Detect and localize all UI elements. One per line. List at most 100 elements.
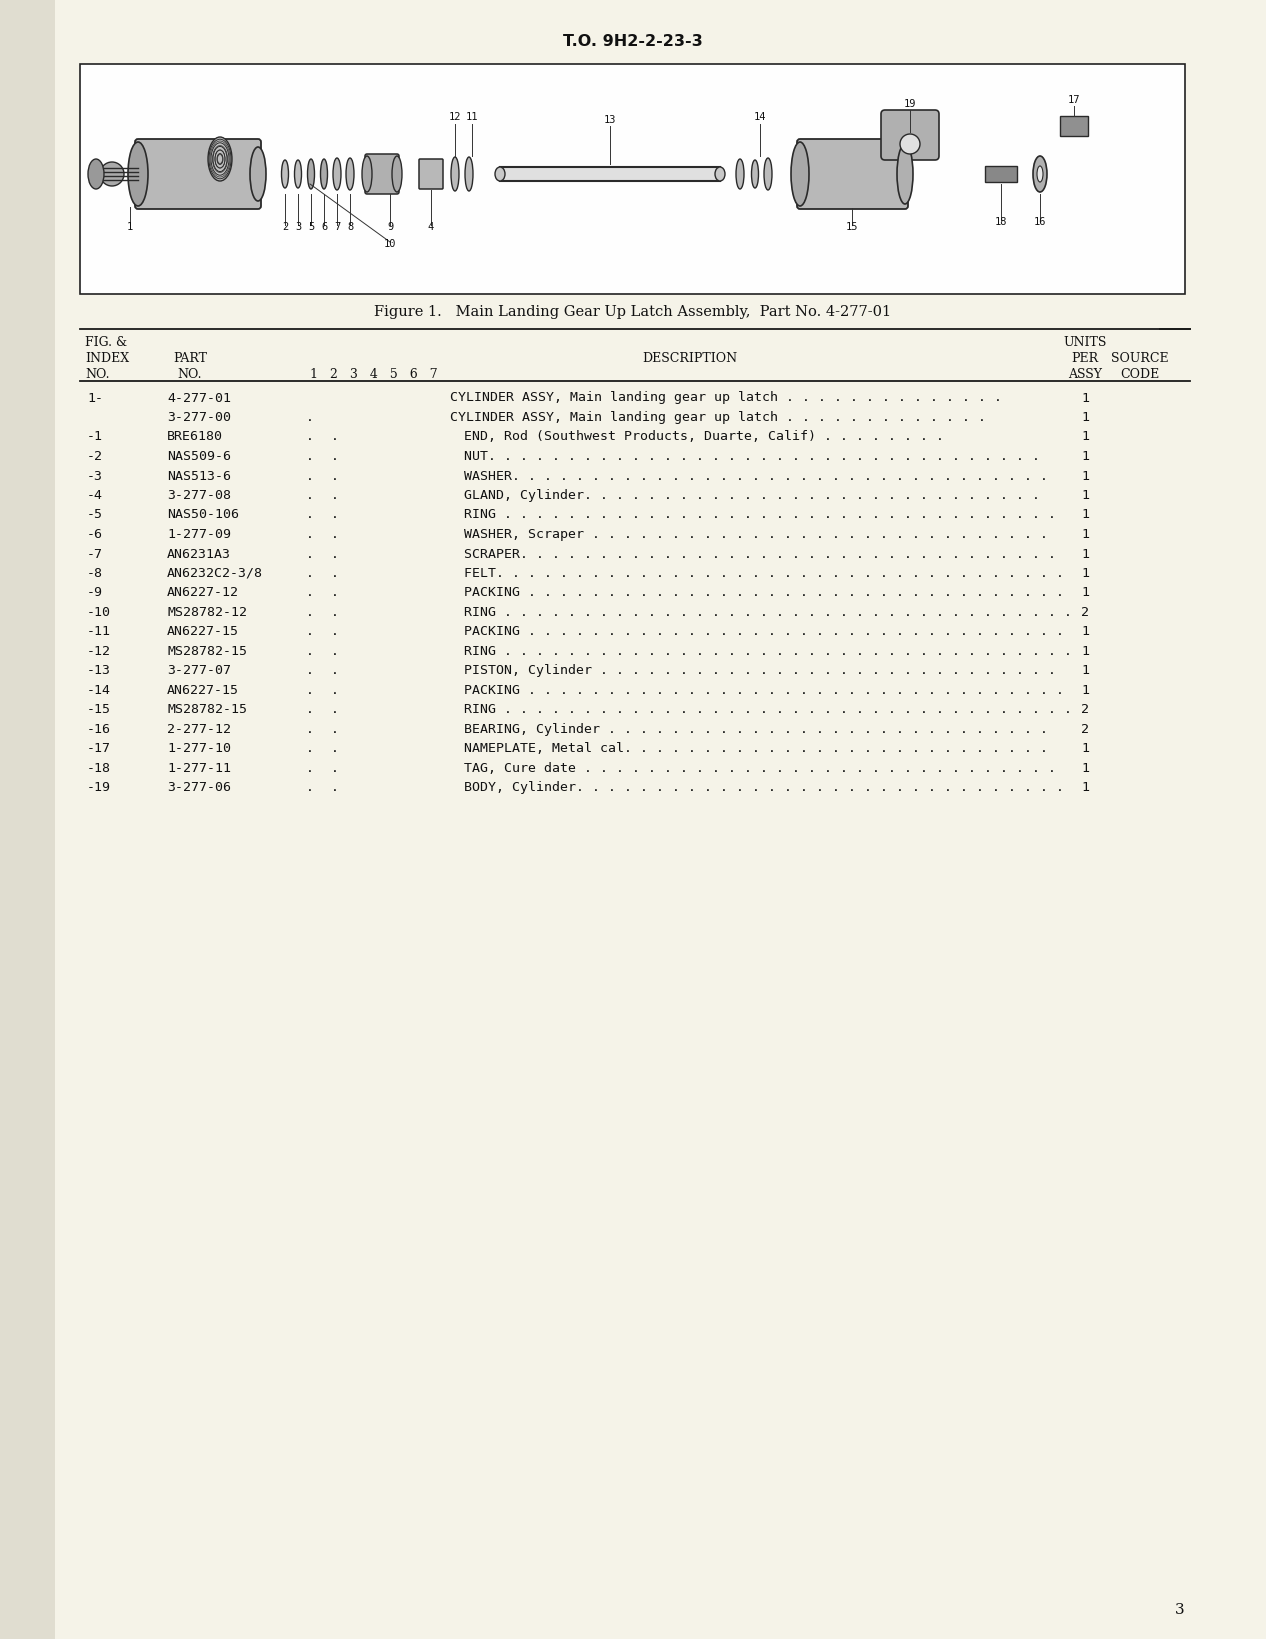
Text: 6: 6 bbox=[320, 221, 327, 231]
Text: 10: 10 bbox=[384, 239, 396, 249]
Text: 3-277-00: 3-277-00 bbox=[167, 411, 230, 425]
Text: TAG, Cure date . . . . . . . . . . . . . . . . . . . . . . . . . . . . . .: TAG, Cure date . . . . . . . . . . . . .… bbox=[465, 762, 1056, 775]
Text: .: . bbox=[330, 469, 339, 482]
Text: .: . bbox=[306, 469, 314, 482]
FancyBboxPatch shape bbox=[419, 161, 443, 190]
Ellipse shape bbox=[128, 143, 148, 207]
Ellipse shape bbox=[495, 167, 505, 182]
Text: 8: 8 bbox=[347, 221, 353, 231]
Text: -13: -13 bbox=[87, 664, 111, 677]
Text: BEARING, Cylinder . . . . . . . . . . . . . . . . . . . . . . . . . . . .: BEARING, Cylinder . . . . . . . . . . . … bbox=[465, 723, 1048, 736]
Text: PACKING . . . . . . . . . . . . . . . . . . . . . . . . . . . . . . . . . .: PACKING . . . . . . . . . . . . . . . . … bbox=[465, 624, 1063, 638]
Text: .: . bbox=[306, 606, 314, 618]
Text: AN6231A3: AN6231A3 bbox=[167, 547, 230, 561]
Text: AN6227-15: AN6227-15 bbox=[167, 624, 239, 638]
Text: RING . . . . . . . . . . . . . . . . . . . . . . . . . . . . . . . . . . . .: RING . . . . . . . . . . . . . . . . . .… bbox=[465, 703, 1072, 716]
Text: 1: 1 bbox=[1081, 762, 1089, 775]
Text: INDEX: INDEX bbox=[85, 351, 129, 364]
Text: RING . . . . . . . . . . . . . . . . . . . . . . . . . . . . . . . . . . . .: RING . . . . . . . . . . . . . . . . . .… bbox=[465, 644, 1072, 657]
Text: 1-277-10: 1-277-10 bbox=[167, 742, 230, 756]
Text: NUT. . . . . . . . . . . . . . . . . . . . . . . . . . . . . . . . . . .: NUT. . . . . . . . . . . . . . . . . . .… bbox=[465, 449, 1039, 462]
Text: WASHER. . . . . . . . . . . . . . . . . . . . . . . . . . . . . . . . . .: WASHER. . . . . . . . . . . . . . . . . … bbox=[465, 469, 1048, 482]
Text: .: . bbox=[330, 703, 339, 716]
Text: -15: -15 bbox=[87, 703, 111, 716]
Text: .: . bbox=[330, 508, 339, 521]
Text: -8: -8 bbox=[87, 567, 103, 580]
Text: -4: -4 bbox=[87, 488, 103, 502]
Text: .: . bbox=[306, 449, 314, 462]
Text: .: . bbox=[306, 587, 314, 600]
Text: NO.: NO. bbox=[85, 367, 109, 380]
Ellipse shape bbox=[100, 162, 124, 187]
Text: -17: -17 bbox=[87, 742, 111, 756]
Ellipse shape bbox=[346, 159, 354, 190]
Text: 1: 1 bbox=[1081, 449, 1089, 462]
Text: .: . bbox=[330, 547, 339, 561]
Text: 3-277-08: 3-277-08 bbox=[167, 488, 230, 502]
Text: .: . bbox=[330, 683, 339, 697]
Text: 1: 1 bbox=[1081, 644, 1089, 657]
Text: NAMEPLATE, Metal cal. . . . . . . . . . . . . . . . . . . . . . . . . . .: NAMEPLATE, Metal cal. . . . . . . . . . … bbox=[465, 742, 1048, 756]
Bar bbox=[80, 66, 1185, 295]
Text: .: . bbox=[306, 742, 314, 756]
Text: 1: 1 bbox=[1081, 528, 1089, 541]
Text: -6: -6 bbox=[87, 528, 103, 541]
Text: .: . bbox=[330, 429, 339, 443]
FancyBboxPatch shape bbox=[365, 156, 399, 195]
Text: 15: 15 bbox=[846, 221, 858, 231]
Ellipse shape bbox=[320, 161, 328, 190]
Ellipse shape bbox=[898, 144, 913, 205]
Text: PISTON, Cylinder . . . . . . . . . . . . . . . . . . . . . . . . . . . . .: PISTON, Cylinder . . . . . . . . . . . .… bbox=[465, 664, 1056, 677]
Text: -7: -7 bbox=[87, 547, 103, 561]
Ellipse shape bbox=[791, 143, 809, 207]
Text: -3: -3 bbox=[87, 469, 103, 482]
Text: CYLINDER ASSY, Main landing gear up latch . . . . . . . . . . . . .: CYLINDER ASSY, Main landing gear up latc… bbox=[449, 411, 986, 425]
Text: 1: 1 bbox=[127, 221, 133, 231]
Text: 11: 11 bbox=[466, 111, 479, 121]
Text: 1-277-09: 1-277-09 bbox=[167, 528, 230, 541]
Text: 3-277-06: 3-277-06 bbox=[167, 782, 230, 793]
Text: RING . . . . . . . . . . . . . . . . . . . . . . . . . . . . . . . . . . .: RING . . . . . . . . . . . . . . . . . .… bbox=[465, 508, 1056, 521]
Text: 12: 12 bbox=[448, 111, 461, 121]
Text: BODY, Cylinder. . . . . . . . . . . . . . . . . . . . . . . . . . . . . . .: BODY, Cylinder. . . . . . . . . . . . . … bbox=[465, 782, 1063, 793]
Text: MS28782-15: MS28782-15 bbox=[167, 644, 247, 657]
Text: 1   2   3   4   5   6   7: 1 2 3 4 5 6 7 bbox=[310, 367, 438, 380]
Text: SCRAPER. . . . . . . . . . . . . . . . . . . . . . . . . . . . . . . . . .: SCRAPER. . . . . . . . . . . . . . . . .… bbox=[465, 547, 1056, 561]
Text: 1: 1 bbox=[1081, 782, 1089, 793]
Text: 1: 1 bbox=[1081, 429, 1089, 443]
Bar bbox=[0, 0, 54, 1639]
Text: 1: 1 bbox=[1081, 392, 1089, 405]
Text: 1: 1 bbox=[1081, 508, 1089, 521]
Text: .: . bbox=[306, 683, 314, 697]
Text: CYLINDER ASSY, Main landing gear up latch . . . . . . . . . . . . . .: CYLINDER ASSY, Main landing gear up latc… bbox=[449, 392, 1001, 405]
Text: -18: -18 bbox=[87, 762, 111, 775]
Text: AN6227-12: AN6227-12 bbox=[167, 587, 239, 600]
Text: 4: 4 bbox=[428, 221, 434, 231]
Text: BRE6180: BRE6180 bbox=[167, 429, 223, 443]
Text: .: . bbox=[306, 429, 314, 443]
Text: 5: 5 bbox=[308, 221, 314, 231]
Text: SOURCE: SOURCE bbox=[1112, 351, 1169, 364]
Text: 18: 18 bbox=[995, 216, 1008, 226]
Ellipse shape bbox=[736, 161, 744, 190]
Text: AN6227-15: AN6227-15 bbox=[167, 683, 239, 697]
Ellipse shape bbox=[89, 161, 104, 190]
Text: .: . bbox=[330, 762, 339, 775]
Ellipse shape bbox=[900, 134, 920, 156]
Ellipse shape bbox=[752, 161, 758, 188]
Text: .: . bbox=[306, 703, 314, 716]
Text: -1: -1 bbox=[87, 429, 103, 443]
Text: .: . bbox=[306, 723, 314, 736]
Text: NAS50-106: NAS50-106 bbox=[167, 508, 239, 521]
Text: 2: 2 bbox=[282, 221, 289, 231]
Text: -16: -16 bbox=[87, 723, 111, 736]
Text: 1: 1 bbox=[1081, 547, 1089, 561]
Text: T.O. 9H2-2-23-3: T.O. 9H2-2-23-3 bbox=[563, 34, 703, 49]
Text: 16: 16 bbox=[1034, 216, 1046, 226]
Bar bbox=[1060, 116, 1087, 138]
Text: 3: 3 bbox=[1175, 1601, 1185, 1616]
FancyBboxPatch shape bbox=[881, 111, 939, 161]
Text: PACKING . . . . . . . . . . . . . . . . . . . . . . . . . . . . . . . . . .: PACKING . . . . . . . . . . . . . . . . … bbox=[465, 683, 1063, 697]
Text: 14: 14 bbox=[753, 111, 766, 121]
Ellipse shape bbox=[208, 138, 232, 182]
